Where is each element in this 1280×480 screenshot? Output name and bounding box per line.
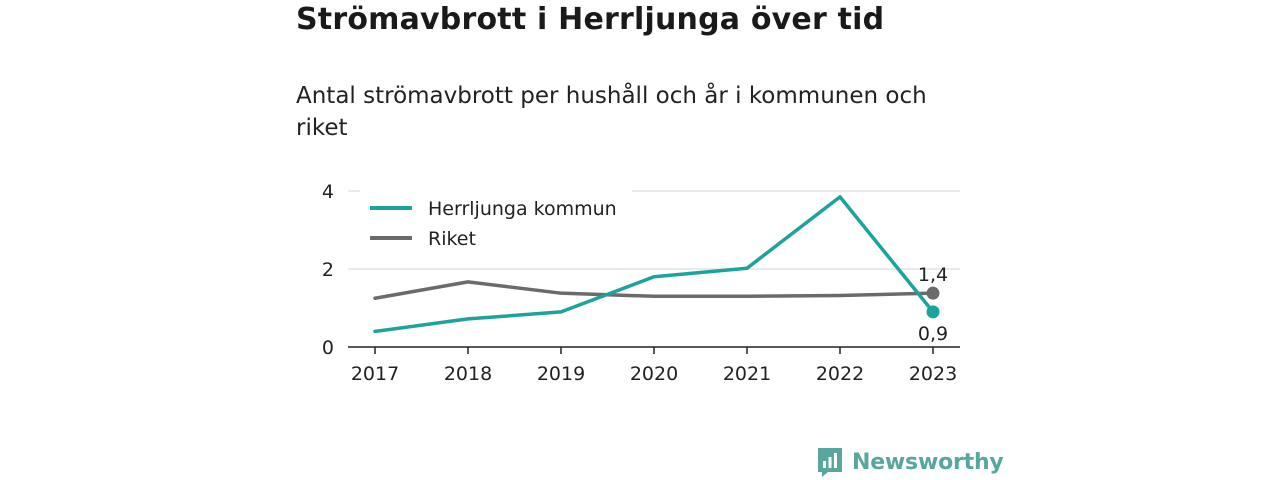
x-tick-label: 2022 <box>816 363 864 385</box>
data-label-riket: 1,4 <box>918 264 948 286</box>
y-tick-label: 4 <box>322 181 334 203</box>
end-point-riket <box>926 286 940 300</box>
x-tick-label: 2023 <box>909 363 957 385</box>
y-tick-label: 2 <box>322 259 334 281</box>
line-chart: 024 1,40,9 2017 2018 2019 2020 2021 2022 2023 … <box>322 181 960 385</box>
end-point-herrljunga <box>926 305 940 319</box>
x-tick-label: 2020 <box>630 363 678 385</box>
series-line-riket <box>373 280 935 300</box>
x-tick-label: 2019 <box>537 363 585 385</box>
newsworthy-logo: Newsworthy <box>816 446 1004 478</box>
chart-subtitle: Antal strömavbrott per hushåll och år i … <box>296 83 927 141</box>
legend-label: Riket <box>428 228 476 250</box>
bar-chart-logo-icon <box>818 448 842 477</box>
x-tick-label: 2021 <box>723 363 771 385</box>
chart-title: Strömavbrott i Herrljunga över tid <box>296 2 885 37</box>
legend-background <box>360 190 632 258</box>
x-tick-label: 2017 <box>351 363 399 385</box>
x-tick-label: 2018 <box>444 363 492 385</box>
legend-label: Herrljunga kommun <box>428 198 617 220</box>
series-line-herrljunga <box>373 195 935 334</box>
brand-name: Newsworthy <box>852 449 1004 475</box>
data-label-herrljunga: 0,9 <box>918 323 948 345</box>
y-tick-label: 0 <box>322 337 334 359</box>
